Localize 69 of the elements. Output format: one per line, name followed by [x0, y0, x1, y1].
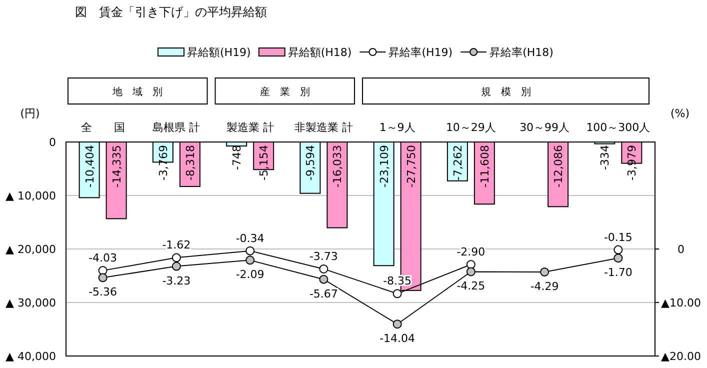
- text: 地 域 別: [112, 86, 163, 98]
- point: [172, 253, 181, 262]
- y-tick-label: 0: [49, 136, 56, 149]
- legend-label: 昇給額(H18): [288, 46, 352, 59]
- x-tick-label: 全 国: [80, 121, 125, 134]
- data-label: -2.90: [456, 246, 486, 259]
- y2-tick-label: ▲20.00: [661, 350, 701, 363]
- x-tick-label: 10～29人: [446, 121, 496, 134]
- x-tick-label: 1～9人: [379, 121, 416, 134]
- data-label: -0.15: [604, 230, 632, 244]
- data-label: -12,086: [552, 145, 566, 188]
- data-label: -3,979: [626, 145, 639, 180]
- data-label: -27,750: [404, 145, 418, 188]
- data-label: -8,318: [184, 145, 197, 180]
- point: [98, 273, 108, 282]
- point: [319, 274, 328, 284]
- y2-axis-title: (%): [670, 107, 690, 120]
- data-label: -4.29: [530, 280, 559, 293]
- data-label: -334: [598, 145, 612, 170]
- point: [466, 260, 476, 270]
- data-label: -9,594: [304, 145, 318, 180]
- point: [614, 254, 623, 263]
- data-label: -5.36: [88, 286, 118, 299]
- point: [172, 262, 181, 271]
- data-label: -4.03: [88, 252, 118, 265]
- chart-title: 図 賃金「引き下げ」の平均昇給額: [75, 5, 267, 19]
- y-axis-title: (円): [20, 107, 40, 120]
- x-tick-label: 島根県 計: [152, 121, 200, 134]
- y2-tick-label: 0: [678, 243, 684, 256]
- data-label: -5,154: [258, 145, 271, 180]
- y-tick-label: ▲ 10,000: [6, 190, 56, 202]
- data-label: -3.73: [309, 250, 338, 263]
- point: [246, 246, 255, 256]
- y-tick-label: ▲ 20,000: [6, 243, 56, 256]
- data-label: -2.09: [236, 268, 264, 282]
- point: [540, 267, 550, 276]
- y-tick-label: ▲ 40,000: [6, 350, 56, 363]
- data-label: -10,404: [83, 145, 96, 188]
- x-tick-label: 非製造業 計: [294, 121, 353, 134]
- data-label: -3.23: [162, 274, 191, 288]
- x-tick-label: 30～99人: [520, 121, 570, 134]
- legend-label: 昇給率(H18): [490, 46, 554, 59]
- data-label: -4.25: [456, 280, 486, 293]
- point: [392, 289, 402, 298]
- text: 規 模 別: [480, 86, 531, 98]
- data-label: -14.04: [380, 332, 416, 346]
- data-label: -7,262: [451, 145, 464, 180]
- x-tick-label: 製造業 計: [226, 121, 274, 134]
- data-label: -0.34: [236, 232, 264, 245]
- data-label: -5.67: [309, 287, 338, 300]
- point: [466, 267, 476, 276]
- point: [246, 256, 255, 265]
- y2-tick-label: ▲10.00: [661, 296, 701, 310]
- data-label: -1.62: [162, 238, 191, 252]
- data-label: -1.70: [604, 266, 632, 280]
- data-label: -16,033: [331, 145, 344, 188]
- legend-label: 昇給額(H19): [187, 46, 251, 59]
- text: 産 業 別: [260, 86, 310, 98]
- data-label: -14,335: [110, 145, 124, 188]
- point: [614, 245, 623, 254]
- data-label: -11,608: [478, 145, 492, 188]
- legend-label: 昇給率(H19): [388, 46, 453, 59]
- x-tick-label: 100～300人: [586, 121, 650, 134]
- point: [392, 320, 402, 329]
- data-label: -748: [230, 145, 244, 170]
- y-tick-label: ▲ 30,000: [6, 296, 56, 310]
- data-label: -3,769: [156, 145, 170, 180]
- point: [319, 264, 328, 274]
- data-label: -23,109: [378, 145, 391, 188]
